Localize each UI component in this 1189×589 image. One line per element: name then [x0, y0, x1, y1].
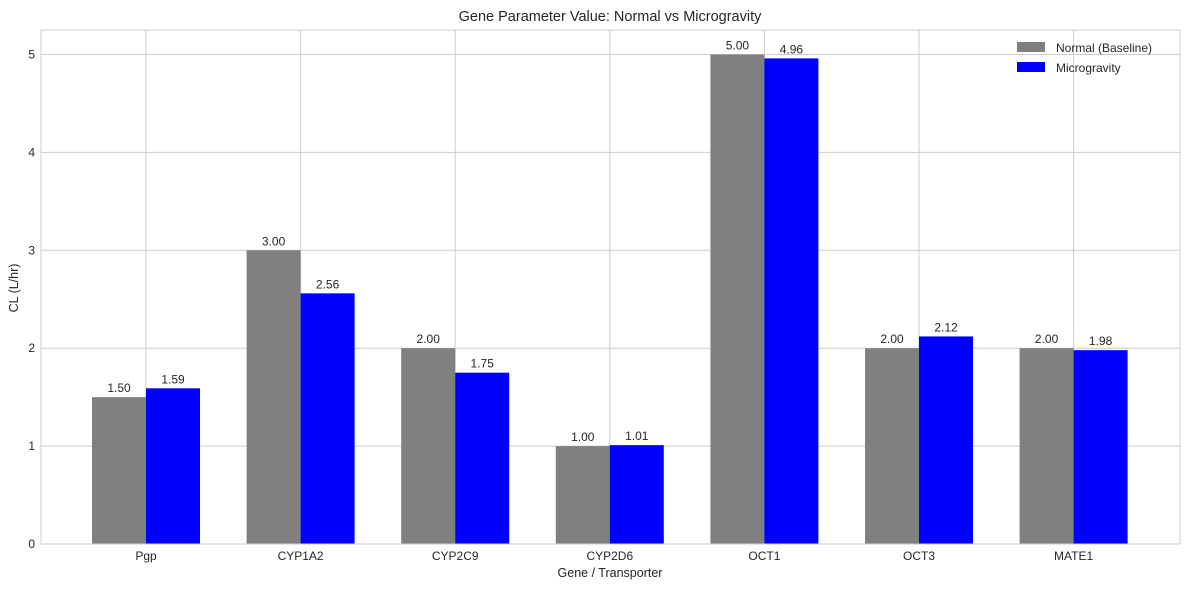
x-tick-label: CYP2C9	[432, 549, 479, 563]
x-tick-label: CYP2D6	[586, 549, 633, 563]
legend-label: Microgravity	[1056, 61, 1121, 75]
y-axis-label: CL (L/hr)	[7, 264, 21, 313]
legend-swatch	[1017, 42, 1045, 52]
bar-value-label: 2.00	[1035, 332, 1059, 346]
x-tick-label: MATE1	[1054, 549, 1093, 563]
bar-normal	[865, 348, 919, 544]
y-tick-label: 5	[28, 47, 35, 61]
bar-value-label: 3.00	[262, 234, 286, 248]
bar-microgravity	[1073, 350, 1128, 544]
bar-value-label: 1.75	[471, 357, 495, 371]
y-tick-label: 3	[28, 243, 35, 257]
bar-normal	[92, 397, 146, 544]
bar-labels-group: 1.50 3.00 2.00 1.00 5.00 2.00 2.00 1.59 2.56 1.75…	[107, 38, 1112, 444]
bar-value-label: 1.98	[1089, 334, 1113, 348]
bar-normal	[246, 250, 301, 545]
bar-normal	[710, 54, 765, 544]
bar-value-label: 2.12	[934, 320, 958, 334]
bar-value-label: 2.00	[880, 332, 904, 346]
x-tick-label: OCT1	[748, 549, 780, 563]
bar-value-label: 5.00	[726, 38, 750, 52]
bar-microgravity	[764, 58, 819, 544]
bar-value-label: 4.96	[780, 42, 804, 56]
legend-swatch	[1017, 62, 1045, 72]
bar-microgravity	[146, 388, 200, 544]
y-tick-label: 0	[28, 537, 35, 551]
x-axis-label: Gene / Transporter	[558, 566, 663, 580]
bar-normal	[401, 348, 456, 544]
legend: Normal (Baseline) Microgravity	[1017, 41, 1152, 75]
bar-microgravity	[300, 293, 355, 544]
bar-microgravity	[455, 372, 510, 544]
bar-microgravity	[919, 336, 973, 544]
plot-frame	[40, 29, 1181, 545]
y-tick-label: 1	[28, 439, 35, 453]
bar-value-label: 2.00	[417, 332, 441, 346]
bar-normal	[1019, 348, 1074, 544]
bar-value-label: 1.00	[571, 430, 595, 444]
chart-title: Gene Parameter Value: Normal vs Microgra…	[459, 9, 762, 25]
bar-value-label: 1.50	[107, 381, 131, 395]
legend-label: Normal (Baseline)	[1056, 41, 1152, 55]
x-tick-labels: Pgp CYP1A2 CYP2C9 CYP2D6 OCT1 OCT3 MATE1	[135, 549, 1093, 563]
bar-normal	[555, 446, 610, 544]
x-tick-label: CYP1A2	[278, 549, 324, 563]
x-tick-label: Pgp	[135, 549, 157, 563]
y-tick-labels: 0 1 2 3 4 5	[28, 47, 35, 551]
bar-value-label: 1.59	[161, 372, 185, 386]
y-tick-label: 4	[28, 145, 35, 159]
y-tick-label: 2	[28, 341, 35, 355]
bars-group	[92, 54, 1128, 545]
bar-value-label: 1.01	[625, 429, 649, 443]
bar-microgravity	[609, 445, 664, 544]
x-tick-label: OCT3	[903, 549, 935, 563]
bar-value-label: 2.56	[316, 277, 340, 291]
